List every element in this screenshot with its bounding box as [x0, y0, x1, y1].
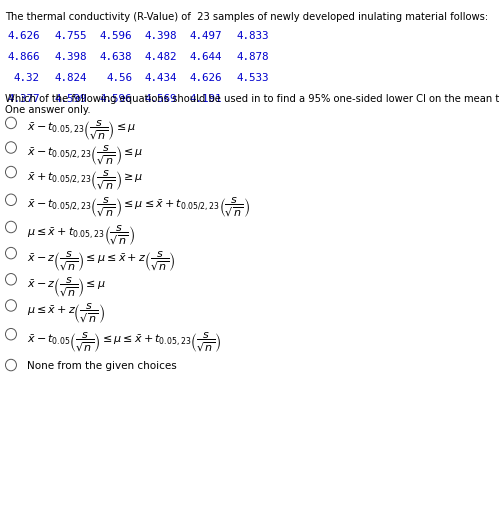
Text: 4.596: 4.596 — [100, 31, 132, 41]
Text: $\bar{x} - t_{0.05/2,23}\left(\dfrac{s}{\sqrt{n}}\right) \leq \mu \leq \bar{x} +: $\bar{x} - t_{0.05/2,23}\left(\dfrac{s}{… — [27, 196, 250, 219]
Text: 4.398: 4.398 — [145, 31, 177, 41]
Text: 4.497: 4.497 — [190, 31, 222, 41]
Text: 4.596: 4.596 — [100, 94, 132, 104]
Text: 4.569: 4.569 — [145, 94, 177, 104]
Text: $\bar{x} - t_{0.05/2,23}\left(\dfrac{s}{\sqrt{n}}\right) \leq \mu$: $\bar{x} - t_{0.05/2,23}\left(\dfrac{s}{… — [27, 143, 144, 167]
Text: $\bar{x} - z\left(\dfrac{s}{\sqrt{n}}\right) \leq \mu$: $\bar{x} - z\left(\dfrac{s}{\sqrt{n}}\ri… — [27, 275, 106, 299]
Text: 4.638: 4.638 — [100, 52, 132, 62]
Text: 4.377: 4.377 — [7, 94, 40, 104]
Text: 4.191: 4.191 — [190, 94, 222, 104]
Text: 4.533: 4.533 — [237, 73, 269, 83]
Text: 4.755: 4.755 — [55, 31, 87, 41]
Text: 4.398: 4.398 — [55, 52, 87, 62]
Text: 4.599: 4.599 — [55, 94, 87, 104]
Text: 4.56: 4.56 — [106, 73, 132, 83]
Text: 4.626: 4.626 — [190, 73, 222, 83]
Text: $\bar{x} - t_{0.05,23}\left(\dfrac{s}{\sqrt{n}}\right) \leq \mu$: $\bar{x} - t_{0.05,23}\left(\dfrac{s}{\s… — [27, 119, 137, 142]
Text: None from the given choices: None from the given choices — [27, 361, 177, 371]
Text: The thermal conductivity (R-Value) of  23 samples of newly developed inulating m: The thermal conductivity (R-Value) of 23… — [5, 12, 488, 21]
Text: $\mu \leq \bar{x} + t_{0.05,23}\left(\dfrac{s}{\sqrt{n}}\right)$: $\mu \leq \bar{x} + t_{0.05,23}\left(\df… — [27, 223, 136, 246]
Text: 4.866: 4.866 — [7, 52, 40, 62]
Text: $\bar{x} - t_{0.05}\left(\dfrac{s}{\sqrt{n}}\right) \leq \mu \leq \bar{x} + t_{0: $\bar{x} - t_{0.05}\left(\dfrac{s}{\sqrt… — [27, 330, 222, 354]
Text: Which of the following equations should be used in to find a 95% one-sided lower: Which of the following equations should … — [5, 94, 499, 104]
Text: 4.878: 4.878 — [237, 52, 269, 62]
Text: 4.32: 4.32 — [14, 73, 40, 83]
Text: 4.626: 4.626 — [7, 31, 40, 41]
Text: $\mu \leq \bar{x} + z\left(\dfrac{s}{\sqrt{n}}\right)$: $\mu \leq \bar{x} + z\left(\dfrac{s}{\sq… — [27, 301, 105, 325]
Text: One answer only.: One answer only. — [5, 105, 91, 115]
Text: 4.644: 4.644 — [190, 52, 222, 62]
Text: $\bar{x} + t_{0.05/2,23}\left(\dfrac{s}{\sqrt{n}}\right) \geq \mu$: $\bar{x} + t_{0.05/2,23}\left(\dfrac{s}{… — [27, 168, 144, 191]
Text: 4.482: 4.482 — [145, 52, 177, 62]
Text: 4.833: 4.833 — [237, 31, 269, 41]
Text: $\bar{x} - z\left(\dfrac{s}{\sqrt{n}}\right) \leq \mu \leq \bar{x} + z\left(\dfr: $\bar{x} - z\left(\dfrac{s}{\sqrt{n}}\ri… — [27, 249, 176, 272]
Text: 4.434: 4.434 — [145, 73, 177, 83]
Text: 4.824: 4.824 — [55, 73, 87, 83]
